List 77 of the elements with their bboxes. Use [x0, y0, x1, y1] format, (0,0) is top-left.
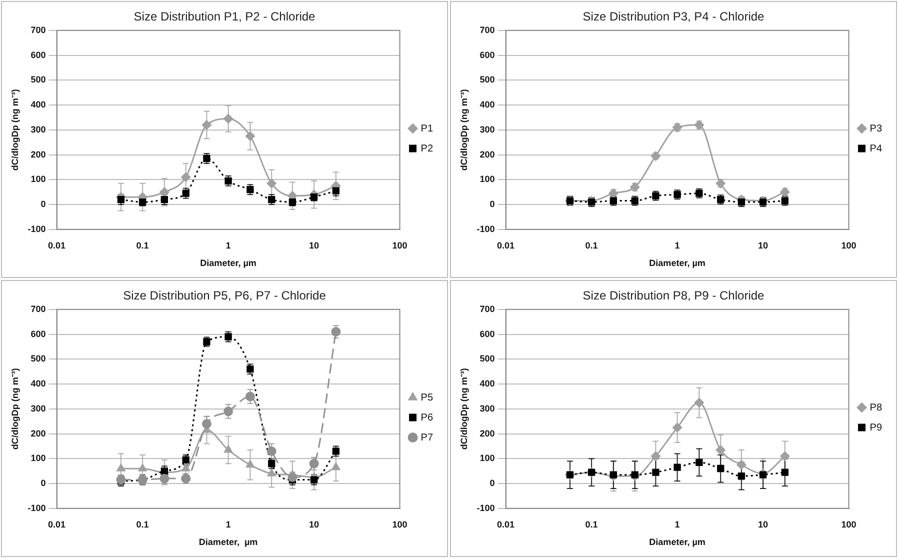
y-tick-label: -100: [28, 502, 46, 513]
y-axis-title: dC/dlogDp (ng m⁻³): [458, 89, 469, 171]
y-tick-label: 100: [30, 174, 46, 184]
x-axis-title: Diameter, µm: [198, 537, 258, 548]
y-tick-label: 100: [480, 174, 495, 184]
y-tick-label: 200: [480, 149, 495, 160]
y-tick-label: 100: [480, 453, 495, 464]
y-tick-label: -100: [476, 224, 495, 234]
x-axis-title: Diameter, µm: [649, 258, 706, 268]
y-tick-label: 700: [480, 304, 495, 314]
legend-label: P7: [420, 432, 434, 444]
y-tick-label: 700: [30, 304, 46, 314]
y-tick-label: 300: [480, 403, 495, 414]
x-axis-title: Diameter, µm: [200, 258, 256, 268]
chart-title: Size Distribution P5, P6, P7 - Chloride: [123, 288, 326, 303]
x-tick-label: 100: [841, 519, 856, 530]
y-tick-label: 600: [30, 328, 46, 339]
y-tick-label: 600: [480, 328, 495, 339]
legend-label: P8: [870, 402, 882, 414]
y-tick-label: 600: [480, 50, 495, 60]
y-tick-label: 600: [30, 50, 46, 60]
y-axis-title: dC/dlogDp (ng m⁻³): [458, 368, 469, 450]
y-axis-title: dC/dlogDp (ng m⁻³): [10, 89, 20, 171]
x-tick-label: 0.01: [48, 519, 66, 530]
y-tick-label: 500: [30, 354, 46, 364]
legend-label: P4: [870, 143, 882, 154]
y-tick-label: 500: [480, 354, 495, 364]
legend-label: P2: [420, 143, 434, 154]
y-tick-label: -100: [476, 502, 495, 513]
x-tick-label: 100: [392, 240, 408, 250]
y-tick-label: 500: [30, 74, 46, 85]
x-tick-label: 0.1: [136, 240, 149, 250]
y-tick-label: 400: [480, 378, 495, 389]
y-tick-label: 200: [30, 428, 46, 438]
y-tick-label: 400: [480, 100, 495, 110]
y-tick-label: 300: [30, 403, 46, 414]
x-tick-label: 100: [841, 240, 856, 250]
y-tick-label: 0: [490, 478, 495, 488]
x-tick-label: 10: [309, 240, 320, 250]
x-tick-label: 0.1: [585, 519, 598, 530]
x-tick-label: 0.1: [585, 240, 598, 250]
x-tick-label: 10: [758, 519, 768, 530]
x-tick-label: 1: [226, 240, 231, 250]
x-tick-label: 1: [674, 519, 680, 530]
y-tick-label: 100: [30, 453, 46, 464]
x-tick-label: 100: [392, 519, 408, 530]
x-axis-title: Diameter, µm: [649, 537, 706, 548]
y-tick-label: 400: [30, 378, 46, 389]
y-tick-label: 0: [40, 478, 46, 488]
legend-label: P6: [420, 412, 434, 424]
chart-title: Size Distribution P8, P9 - Chloride: [582, 288, 765, 303]
y-tick-label: 0: [40, 199, 46, 210]
x-tick-label: 1: [674, 240, 680, 250]
legend-label: P9: [870, 422, 882, 434]
y-tick-label: 500: [480, 74, 495, 85]
x-tick-label: 0.01: [497, 240, 515, 250]
chart-title: Size Distribution P1, P2 - Chloride: [134, 10, 316, 24]
chart-title: Size Distribution P3, P4 - Chloride: [582, 10, 765, 24]
y-tick-label: 400: [30, 100, 46, 110]
y-tick-label: 0: [490, 199, 495, 210]
y-tick-label: 700: [480, 24, 495, 35]
x-tick-label: 0.01: [497, 519, 515, 530]
x-tick-label: 0.01: [48, 240, 66, 250]
x-tick-label: 10: [309, 519, 320, 530]
legend-label: P5: [420, 392, 434, 404]
y-tick-label: 700: [30, 24, 46, 35]
y-axis-title: dC/dlogDp (ng m⁻³): [10, 368, 20, 450]
y-tick-label: 300: [30, 124, 46, 134]
y-tick-label: 300: [480, 124, 495, 134]
x-tick-label: 0.1: [136, 519, 149, 530]
y-tick-label: 200: [480, 428, 495, 438]
x-tick-label: 10: [758, 240, 768, 250]
legend-label: P3: [870, 123, 882, 134]
x-tick-label: 1: [226, 519, 231, 530]
y-tick-label: 200: [30, 149, 46, 160]
y-tick-label: -100: [28, 224, 46, 234]
legend-label: P1: [420, 123, 434, 134]
